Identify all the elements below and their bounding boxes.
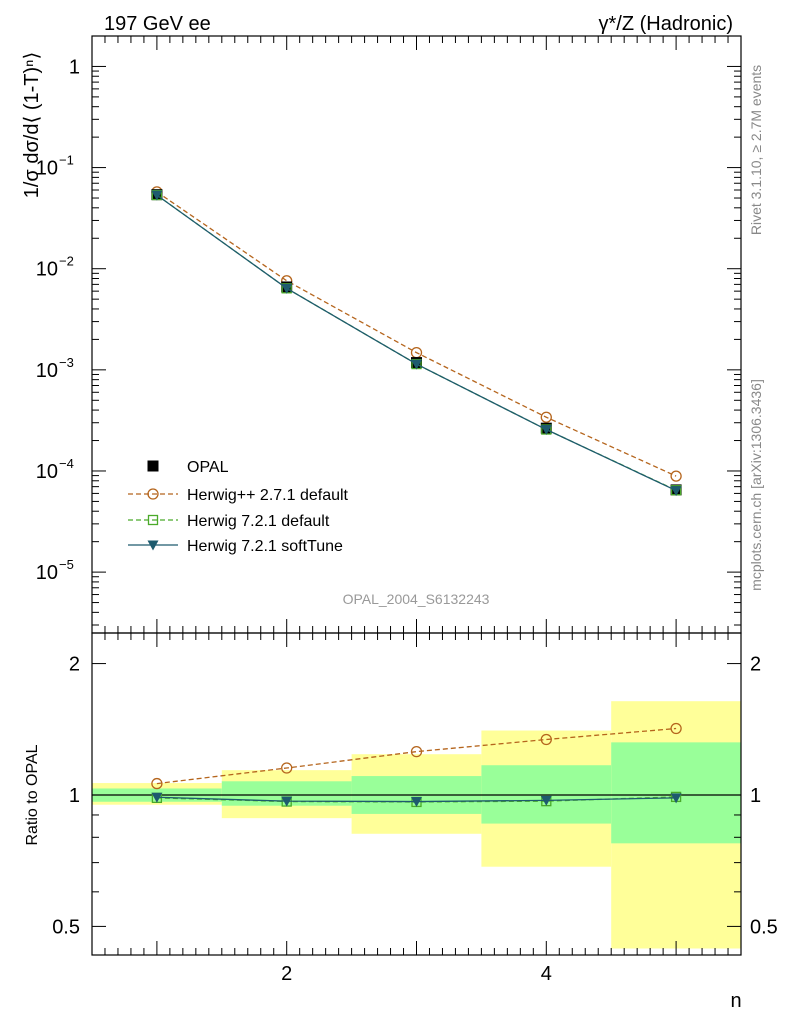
ratio-y-tick-label-right: 2 <box>750 654 761 676</box>
ratio-herwig-7-2-1-softtune-point <box>151 792 163 803</box>
legend-herwig-7-2-1-softtune-label: Herwig 7.2.1 softTune <box>187 538 343 555</box>
main-y-tick-exponent: −4 <box>59 456 74 471</box>
main-y-tick-label: 10 <box>36 461 58 483</box>
main-y-tick-exponent: −5 <box>59 557 74 572</box>
legend-opal-label: OPAL <box>187 459 229 476</box>
main-herwig-7-2-1-softtune-point <box>281 283 293 294</box>
ratio-herwig-7-2-1-softtune-point <box>540 795 552 806</box>
main-y-tick-label: 1 <box>69 56 80 78</box>
main-herwig-7-2-1-softtune-point <box>670 486 682 497</box>
legend-herwig-2-7-1-default-marker <box>147 488 159 500</box>
main-herwig-7-2-1-softtune-point <box>540 425 552 436</box>
main-herwig-7-2-1-default-line <box>156 194 677 491</box>
main-herwig-7-2-1-softtune-point <box>411 359 422 370</box>
ratio-x-tick-label: 4 <box>541 963 552 985</box>
mcplots-label: mcplots.cern.ch [arXiv:1306.3436] <box>748 379 764 591</box>
main-herwig-7-2-1-softtune-point <box>151 190 163 201</box>
ratio-herwig-2-7-1-default-point <box>151 777 163 790</box>
ratio-y-tick-label-right: 1 <box>750 785 761 807</box>
legend-herwig-2-7-1-default-label: Herwig++ 2.7.1 default <box>187 487 349 504</box>
legend: OPAL Herwig++ 2.7.1 default Herwig 7.2.1 d… <box>128 459 349 555</box>
main-plot-panel: 110−110−210−310−410−5 1/σ dσ/d⟨ (1-T)ⁿ⟩ … <box>21 35 742 634</box>
rivet-version-label: Rivet 3.1.10, ≥ 2.7M events <box>748 65 764 235</box>
ratio-y-tick-label-left: 2 <box>69 654 80 676</box>
main-y-tick-exponent: −1 <box>59 153 74 168</box>
ratio-herwig-7-2-1-softtune-point <box>281 796 293 807</box>
ratio-herwig-2-7-1-default-point <box>540 733 552 746</box>
ratio-x-tick-label: 2 <box>281 963 292 985</box>
ratio-plot-panel: 2 2 1 1 0.5 0.5 2 4 Ratio to OPAL n <box>24 632 778 1012</box>
process-label: γ*/Z (Hadronic) <box>599 13 733 35</box>
legend-herwig-7-2-1-default-marker <box>147 514 159 526</box>
ratio-herwig-2-7-1-default-point <box>281 762 293 774</box>
ratio-herwig-2-7-1-default-point <box>670 722 682 735</box>
ratio-y-axis-label: Ratio to OPAL <box>24 744 41 845</box>
ratio-y-tick-label-left: 0.5 <box>52 916 80 938</box>
legend-opal-marker <box>147 460 159 472</box>
ratio-y-tick-label-left: 1 <box>69 785 80 807</box>
ratio-herwig-2-7-1-default-point <box>410 745 423 758</box>
legend-herwig-7-2-1-default-label: Herwig 7.2.1 default <box>187 513 330 530</box>
ratio-herwig-7-2-1-softtune-point <box>670 793 682 804</box>
main-y-tick-label: 10 <box>36 562 58 584</box>
analysis-id-label: OPAL_2004_S6132243 <box>343 591 490 607</box>
main-y-tick-exponent: −2 <box>59 254 74 269</box>
legend-herwig-7-2-1-softtune-marker <box>147 540 159 551</box>
main-herwig-2-7-1-default-point <box>540 411 552 423</box>
x-axis-label: n <box>730 990 741 1012</box>
ratio-herwig-7-2-1-softtune-point <box>411 797 422 808</box>
main-herwig-2-7-1-default-point <box>670 470 682 482</box>
main-y-tick-label: 10 <box>36 360 58 382</box>
ratio-herwig-2-7-1-default-line <box>156 727 677 785</box>
main-herwig-2-7-1-default-line <box>156 191 677 477</box>
energy-label: 197 GeV ee <box>104 13 211 35</box>
main-y-tick-label: 10 <box>36 259 58 281</box>
main-herwig-7-2-1-softtune-line <box>156 194 677 492</box>
main-y-tick-label: 10 <box>36 158 58 180</box>
main-y-tick-exponent: −3 <box>59 355 74 370</box>
ratio-y-tick-label-right: 0.5 <box>750 916 778 938</box>
main-y-axis-label: 1/σ dσ/d⟨ (1-T)ⁿ⟩ <box>21 52 43 199</box>
